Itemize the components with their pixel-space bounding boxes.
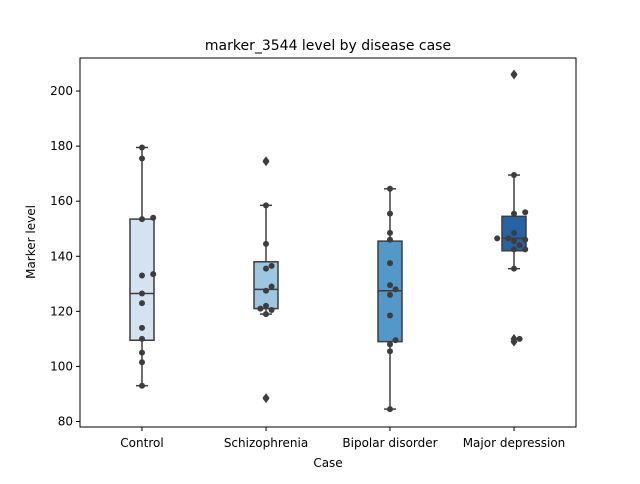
data-point <box>263 395 269 402</box>
data-point <box>387 185 393 192</box>
data-point <box>387 291 393 298</box>
y-tick-label: 80 <box>58 414 73 428</box>
data-point <box>516 242 523 249</box>
data-point <box>387 229 393 236</box>
data-point <box>263 302 269 309</box>
data-point <box>387 312 393 319</box>
data-point <box>139 300 145 307</box>
chart-title: marker_3544 level by disease case <box>205 38 451 54</box>
data-point <box>263 158 269 165</box>
data-point <box>511 71 517 78</box>
box-group <box>501 69 527 347</box>
x-tick-label: Control <box>120 436 163 450</box>
data-point <box>139 335 145 342</box>
y-axis: 80 100 120 140 160 180 200 <box>50 84 80 428</box>
data-point <box>522 236 529 243</box>
data-point <box>263 202 269 209</box>
data-point <box>387 260 393 267</box>
data-point <box>387 341 393 348</box>
data-point <box>511 265 517 272</box>
data-point <box>511 229 517 236</box>
data-point <box>263 265 269 272</box>
data-point <box>511 172 517 179</box>
data-point <box>139 144 145 151</box>
data-point <box>387 236 393 243</box>
y-tick-label: 180 <box>50 139 73 153</box>
data-point <box>263 240 269 247</box>
box-group <box>129 146 155 387</box>
data-point <box>150 214 157 221</box>
data-point <box>263 287 269 294</box>
data-point <box>139 324 145 331</box>
y-tick-label: 140 <box>50 249 73 263</box>
data-point <box>511 246 517 253</box>
y-tick-label: 200 <box>50 84 73 98</box>
x-tick-label: Schizophrenia <box>224 436 308 450</box>
data-point <box>511 338 517 345</box>
data-point <box>139 382 145 389</box>
data-point <box>511 238 517 245</box>
data-point <box>387 348 393 355</box>
data-point <box>139 272 145 279</box>
data-point <box>505 235 512 242</box>
data-point <box>387 210 393 217</box>
data-point <box>392 286 399 293</box>
data-point <box>263 311 269 318</box>
data-point <box>516 335 523 342</box>
plot-frame <box>79 57 577 428</box>
data-point <box>139 216 145 223</box>
data-point <box>511 210 517 217</box>
data-point <box>268 262 275 269</box>
data-point <box>522 246 529 253</box>
box-body <box>129 218 155 342</box>
data-point <box>139 349 145 356</box>
data-point <box>150 271 157 278</box>
data-point <box>139 359 145 366</box>
data-point <box>268 306 275 313</box>
x-axis-label: Case <box>313 456 342 470</box>
box-group <box>253 156 279 404</box>
data-point <box>522 209 529 216</box>
data-point <box>392 337 399 344</box>
x-tick-label: Bipolar disorder <box>342 436 437 450</box>
data-point <box>387 282 393 289</box>
y-tick-label: 120 <box>50 304 73 318</box>
plot-area <box>129 69 529 413</box>
y-tick-label: 100 <box>50 359 73 373</box>
y-axis-label: Marker level <box>24 205 38 279</box>
data-point <box>494 235 501 242</box>
data-point <box>139 155 145 162</box>
x-tick-label: Major depression <box>463 436 566 450</box>
data-point <box>387 406 393 413</box>
data-point <box>257 305 264 312</box>
data-point <box>139 290 145 297</box>
y-tick-label: 160 <box>50 194 73 208</box>
box-group <box>377 188 403 410</box>
x-axis: Control Schizophrenia Bipolar disorder Majo… <box>120 427 565 450</box>
data-point <box>268 283 275 290</box>
